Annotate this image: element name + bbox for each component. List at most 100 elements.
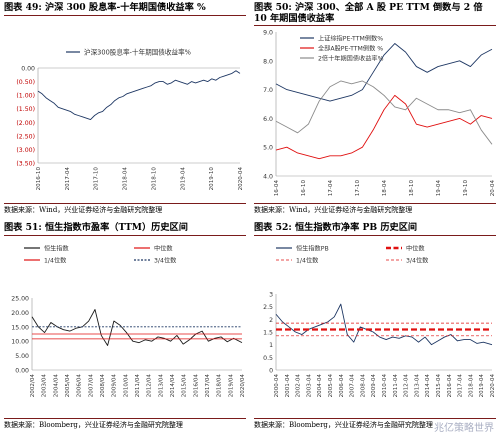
panel-51: 图表 51: 恒生指数市盈率（TTM）历史区间 25.00 20.00 15.00 1…: [4, 222, 246, 436]
x-tick-label: 2015/04: [182, 374, 188, 398]
x-tick-label: 2019-04: [479, 374, 485, 398]
x-tick-label: 2011-04: [393, 374, 399, 398]
x-tick-label: 2001-04: [285, 374, 291, 398]
y-tick-label: 0.00: [21, 66, 35, 73]
chart-49: 0.00 (0.50) (1.00) (1.50) (2.00) (2.50) (3.00)…: [16, 48, 244, 191]
x-tick-label: 2017-10: [355, 180, 361, 196]
y-tick-label: 0: [269, 368, 273, 375]
x-tick-label: 2016-10: [301, 180, 307, 196]
panel-52: 图表 52: 恒生指数市净率 PB 历史区间 3 2.5 2 1.5 1 0.5 0 2000…: [254, 222, 496, 436]
x-tick-label: 2018-04: [123, 167, 129, 191]
x-tick-label: 2017-10: [94, 167, 100, 191]
x-tick-label: 2019-04: [180, 167, 186, 191]
x-tick-label: 2012/04: [147, 374, 153, 398]
y-tick-label: 6.0: [263, 116, 273, 123]
series-line-1: [275, 94, 493, 160]
x-tick-label: 2008-04: [360, 374, 366, 398]
x-tick-label: 2012-04: [404, 374, 410, 398]
panel-title: 图表 50: 沪深 300、全部 A 股 PE TTM 倒数与 2 倍 10 年…: [254, 2, 496, 26]
x-tick-label: 2018-04: [468, 374, 474, 398]
x-tick-label: 2013/04: [158, 374, 164, 398]
y-tick-label: 5.00: [15, 353, 29, 360]
x-tick-label: 2007-04: [350, 374, 356, 398]
x-tick-label: 2018-10: [409, 180, 415, 196]
x-tick-label: 2019-04: [436, 180, 442, 196]
legend-label: 全部A股PE-TTM倒数 %: [318, 45, 383, 53]
x-tick-label: 2011/04: [135, 374, 141, 398]
x-tick-label: 2017-04: [458, 374, 464, 398]
x-tick-label: 2000-04: [274, 374, 280, 398]
x-tick-label: 2016-04: [447, 374, 453, 398]
x-tick-label: 2018-04: [382, 180, 388, 196]
watermark: 兆亿策略世界: [434, 423, 494, 434]
panel-50: 图表 50: 沪深 300、全部 A 股 PE TTM 倒数与 2 倍 10 年…: [254, 2, 496, 216]
y-tick-label: (3.50): [16, 161, 35, 168]
x-tick-label: 2016/04: [193, 374, 199, 398]
legend-label: 3/4位数: [406, 257, 429, 265]
x-tick-label: 2002-04: [296, 374, 302, 398]
x-tick-label: 2014/04: [170, 374, 176, 398]
x-tick-label: 2010-04: [382, 374, 388, 398]
legend-label: 中位数: [154, 245, 173, 253]
x-tick-label: 2002/04: [30, 374, 36, 398]
legend-label: 上证综指PE-TTM倒数%: [318, 35, 383, 43]
y-tick-label: (1.50): [16, 106, 35, 113]
source-note: 数据来源：Wind，兴业证券经济与金融研究院整理: [254, 203, 496, 215]
x-tick-label: 2009-04: [371, 374, 377, 398]
source-note: 数据来源：Bloomberg，兴业证券经济与金融研究院整理: [254, 418, 496, 430]
legend-label: 1/4位数: [44, 257, 67, 265]
x-tick-label: 2020-04: [238, 167, 244, 191]
y-tick-label: (0.50): [16, 79, 35, 86]
x-tick-label: 2010/04: [123, 374, 129, 398]
source-note: 数据来源：Wind，兴业证券经济与金融研究院整理: [4, 203, 246, 215]
x-tick-label: 2017-04: [328, 180, 334, 196]
y-tick-label: 5.0: [263, 145, 273, 152]
x-tick-label: 2006/04: [77, 374, 83, 398]
x-tick-label: 2018/04: [217, 374, 223, 398]
y-tick-label: 2.5: [263, 304, 273, 311]
legend-label: 2倍十年期国债收益率%: [318, 55, 384, 63]
x-tick-label: 2009/04: [112, 374, 118, 398]
x-tick-label: 2018-10: [151, 167, 157, 191]
x-tick-label: 2005/04: [65, 374, 71, 398]
y-tick-label: 0.00: [15, 368, 29, 375]
x-tick-label: 2008/04: [100, 374, 106, 398]
y-tick-label: 1.5: [263, 330, 273, 337]
x-tick-label: 2007/04: [88, 374, 94, 398]
x-tick-label: 2013-04: [414, 374, 420, 398]
y-tick-label: 8.0: [263, 58, 273, 65]
x-tick-label: 2014-04: [425, 374, 431, 398]
y-tick-label: 20.00: [11, 310, 29, 317]
y-tick-label: 0.5: [263, 355, 273, 362]
y-tick-label: 7.0: [263, 87, 273, 94]
y-tick-label: 3: [269, 292, 273, 299]
series-line-0: [275, 43, 493, 102]
legend-label: 3/4位数: [154, 257, 177, 265]
legend-label: 沪深300股息率-十年期国债收益率%: [84, 48, 191, 57]
x-tick-label: 2006-04: [339, 374, 345, 398]
x-tick-label: 2004-04: [317, 374, 323, 398]
x-tick-label: 2015-04: [436, 374, 442, 398]
panel-49: 图表 49: 沪深 300 股息率-十年期国债收益率 % 0.00 (0.50) (…: [4, 2, 246, 216]
x-tick-label: 2016-10: [36, 167, 42, 191]
y-tick-label: 10.00: [11, 339, 29, 346]
x-tick-label: 2004/04: [53, 374, 59, 398]
y-tick-label: 25.00: [11, 296, 29, 303]
y-tick-label: 15.00: [11, 324, 29, 331]
panel-title: 图表 49: 沪深 300 股息率-十年期国债收益率 %: [4, 2, 246, 16]
x-tick-label: 2020/04: [240, 374, 246, 398]
source-note: 数据来源：Bloomberg，兴业证券经济与金融研究院整理: [4, 418, 246, 430]
x-tick-label: 2017-04: [65, 167, 71, 191]
panel-title: 图表 51: 恒生指数市盈率（TTM）历史区间: [4, 222, 246, 236]
legend-label: 中位数: [406, 245, 425, 253]
y-tick-label: 2: [269, 317, 273, 324]
series-line-2: [275, 80, 493, 145]
x-tick-label: 2005-04: [328, 374, 334, 398]
series-line-0: [275, 303, 493, 346]
x-tick-label: 2003/04: [42, 374, 48, 398]
y-tick-label: (3.00): [16, 147, 35, 154]
x-tick-label: 2019/04: [228, 374, 234, 398]
y-tick-label: 1: [269, 342, 273, 349]
